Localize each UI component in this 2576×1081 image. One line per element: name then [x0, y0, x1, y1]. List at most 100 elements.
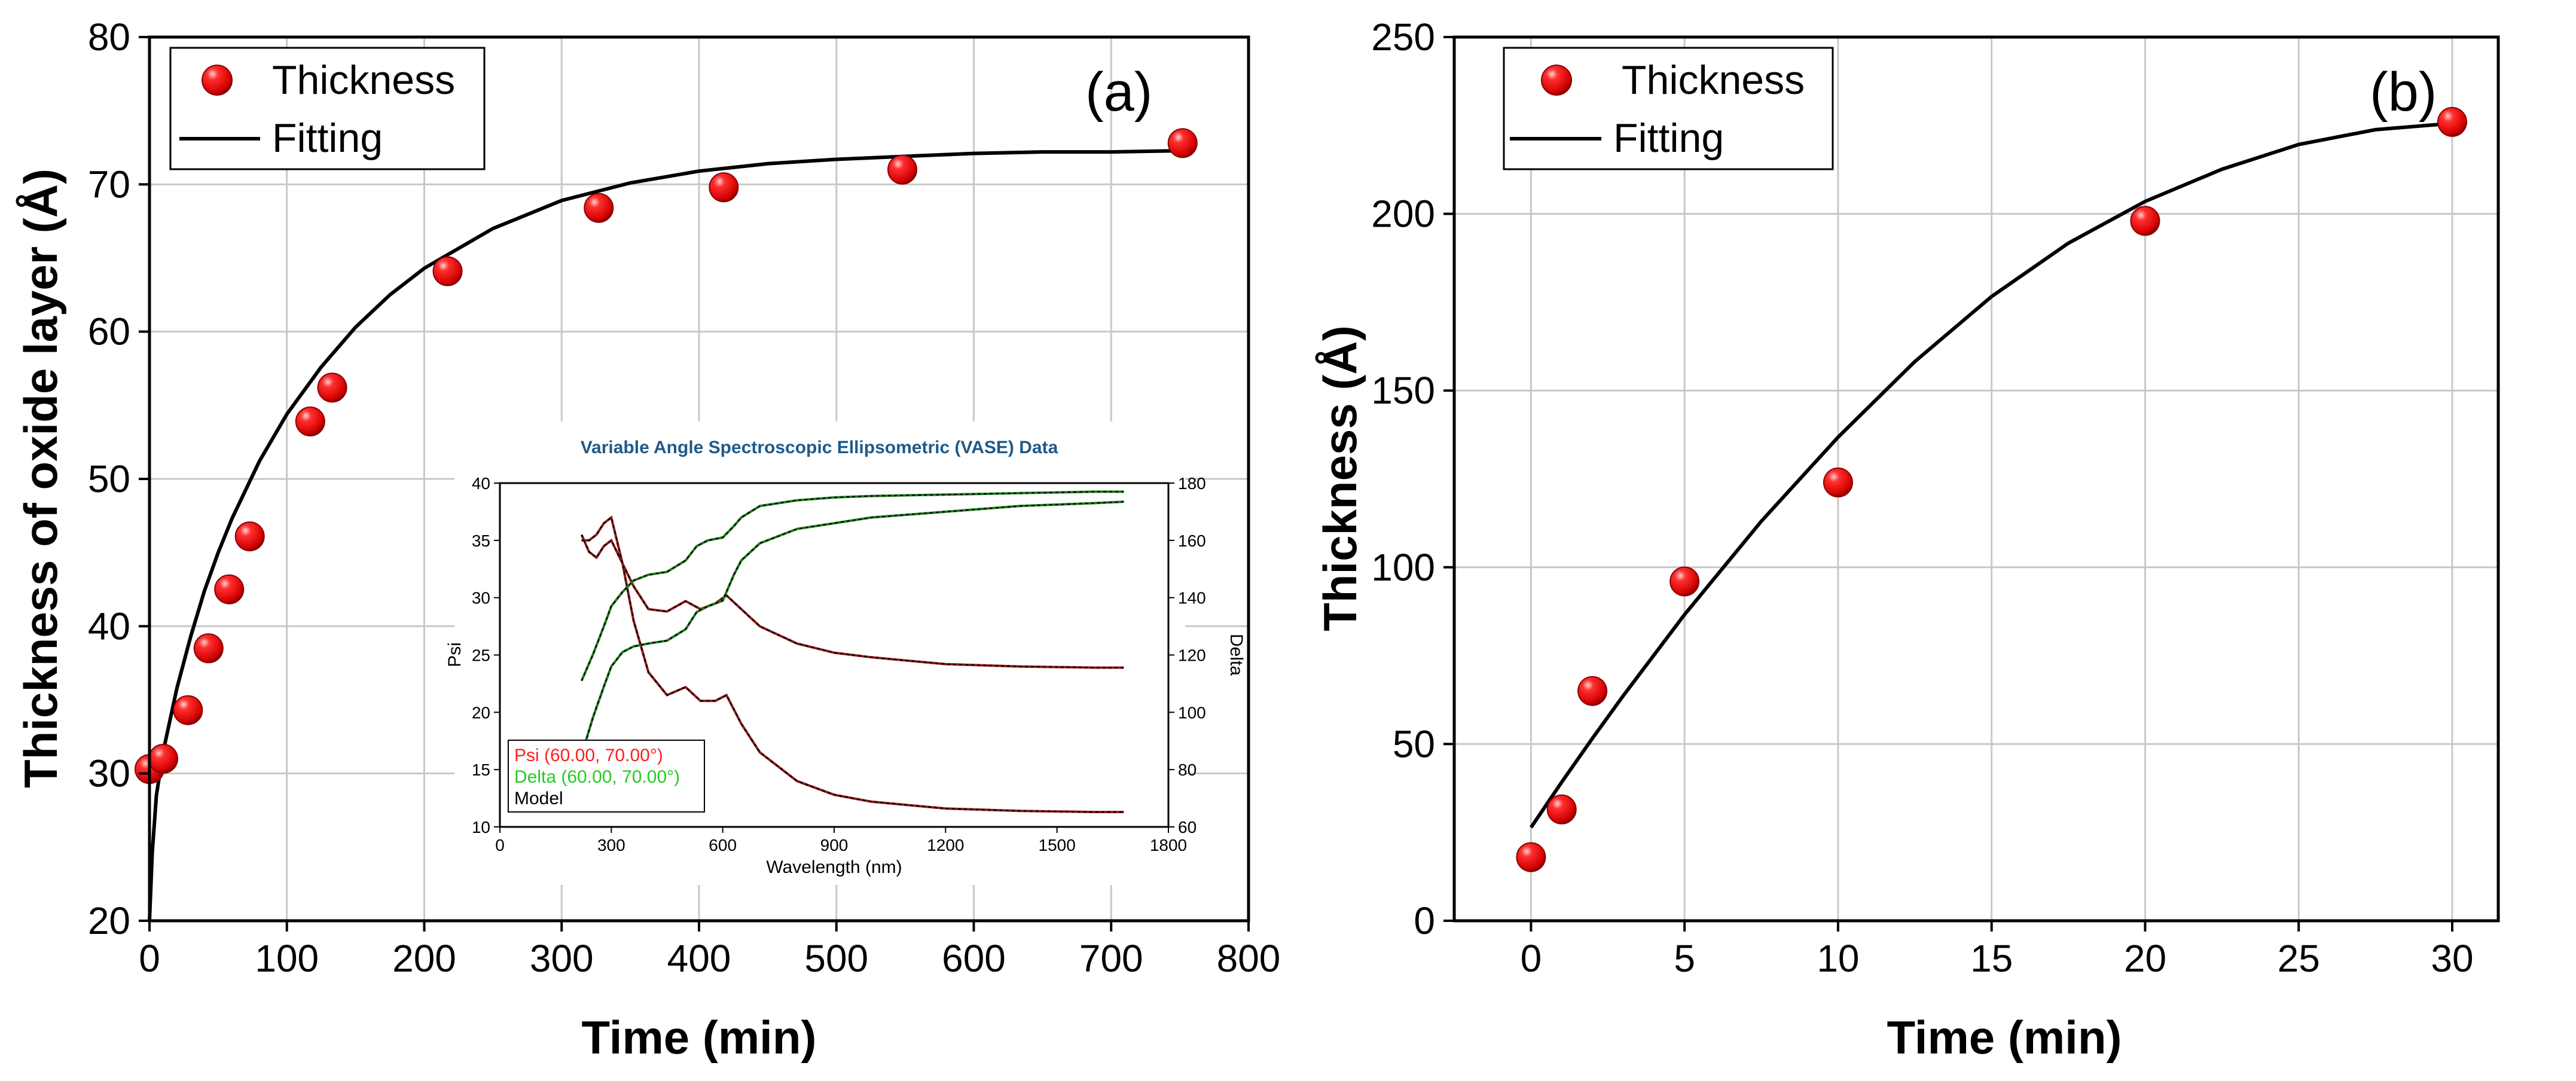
x-tick-label: 0 — [139, 937, 160, 980]
panel-b-x-axis-label: Time (min) — [1887, 1011, 2122, 1064]
x-tick-label: 800 — [1217, 937, 1281, 980]
x-tick-label: 300 — [530, 937, 594, 980]
y-tick-label: 40 — [88, 604, 130, 648]
inset-legend-delta: Delta (60.00, 70.00°) — [514, 767, 680, 787]
inset-y-tick-label-left: 10 — [472, 818, 490, 836]
panel-b-legend: Thickness Fitting — [1503, 47, 1834, 170]
y-tick-label: 100 — [1371, 546, 1435, 589]
fitting-line — [1529, 121, 2453, 829]
x-tick-label: 0 — [1521, 937, 1542, 980]
inset-ticks: 0 300 600 900 1200 1500 1800 10 15 20 25 30 35 40 60 80… — [472, 474, 1206, 854]
x-tick-label: 15 — [1970, 937, 2013, 980]
data-point — [1823, 467, 1853, 497]
data-point — [584, 193, 614, 223]
y-tick-label: 0 — [1414, 899, 1435, 942]
panel-b-fitting-curve — [1529, 121, 2453, 829]
inset-y-tick-label-right: 100 — [1178, 703, 1206, 722]
inset-x-tick-label: 1500 — [1039, 836, 1076, 854]
inset-x-tick-label: 600 — [709, 836, 737, 854]
inset-x-tick-label: 1800 — [1150, 836, 1187, 854]
data-point — [432, 256, 463, 286]
data-point — [1546, 794, 1577, 825]
inset-title: Variable Angle Spectroscopic Ellipsometr… — [581, 438, 1058, 457]
panel-b-y-axis-label: Thickness (Å) — [1314, 325, 1366, 631]
inset-x-axis-label: Wavelength (nm) — [766, 857, 902, 877]
inset-y-tick-label-left: 15 — [472, 761, 490, 779]
x-tick-label: 25 — [2278, 937, 2320, 980]
inset-y-axis-label-left: Psi — [445, 642, 465, 667]
data-point — [1577, 676, 1608, 706]
x-tick-label: 20 — [2124, 937, 2166, 980]
inset-model-line — [581, 501, 1124, 756]
y-tick-label: 60 — [88, 310, 130, 353]
panel-a-legend: Thickness Fitting — [169, 47, 486, 170]
inset-legend-model: Model — [514, 789, 563, 808]
legend-marker-icon — [202, 65, 233, 96]
inset-y-tick-label-right: 60 — [1178, 818, 1197, 836]
data-point — [317, 372, 347, 403]
inset-y-tick-label-right: 180 — [1178, 474, 1206, 493]
data-point — [295, 406, 325, 436]
panel-b-frame — [1452, 35, 2500, 923]
inset-y-axis-label-right: Delta — [1226, 634, 1246, 676]
legend-item-thickness: Thickness — [1622, 57, 1805, 103]
data-point — [214, 574, 245, 604]
panel-b-ticks: 0 5 10 15 20 25 30 0 50 100 150 200 250 — [1371, 16, 2473, 980]
data-point — [1516, 842, 1546, 872]
y-tick-label: 80 — [88, 16, 130, 59]
inset-x-tick-label: 300 — [597, 836, 625, 854]
y-tick-label: 30 — [88, 752, 130, 795]
panel-b-markers — [1516, 106, 2467, 872]
x-tick-label: 30 — [2431, 937, 2473, 980]
data-point — [173, 695, 203, 725]
y-tick-label: 50 — [88, 457, 130, 500]
panel-a-ticks: 0 100 200 300 400 500 600 700 800 20 30 40 50 60 70 80 — [88, 16, 1281, 980]
legend-item-thickness: Thickness — [272, 57, 455, 103]
data-point — [2130, 206, 2160, 236]
x-tick-label: 200 — [392, 937, 456, 980]
vase-inset-chart: Variable Angle Spectroscopic Ellipsometr… — [445, 422, 1246, 885]
data-point — [2437, 106, 2467, 137]
x-tick-label: 10 — [1817, 937, 1859, 980]
y-tick-label: 20 — [88, 899, 130, 942]
legend-item-fitting: Fitting — [1613, 115, 1724, 161]
y-tick-label: 50 — [1393, 722, 1435, 765]
inset-model-line — [581, 491, 1124, 681]
inset-y-tick-label-left: 30 — [472, 589, 490, 607]
inset-legend-psi: Psi (60.00, 70.00°) — [514, 746, 663, 765]
x-tick-label: 500 — [804, 937, 868, 980]
panel-a-y-axis-label: Thickness of oxide layer (Å) — [14, 169, 67, 788]
inset-y-tick-label-right: 80 — [1178, 761, 1197, 779]
data-point — [887, 154, 918, 185]
inset-y-tick-label-right: 140 — [1178, 589, 1206, 607]
inset-x-tick-label: 900 — [820, 836, 849, 854]
data-point — [709, 172, 739, 203]
x-tick-label: 5 — [1674, 937, 1695, 980]
panel-b-label: (b) — [2370, 62, 2437, 123]
inset-x-tick-label: 1200 — [927, 836, 964, 854]
panel-a-markers — [135, 128, 1198, 784]
data-point — [1167, 128, 1198, 158]
data-point — [193, 633, 224, 664]
data-point — [148, 744, 178, 774]
legend-marker-icon — [1541, 65, 1572, 96]
fitting-line — [148, 148, 1194, 921]
inset-y-tick-label-left: 40 — [472, 474, 490, 493]
x-tick-label: 700 — [1079, 937, 1143, 980]
inset-y-tick-label-right: 160 — [1178, 532, 1206, 550]
x-tick-label: 400 — [667, 937, 731, 980]
y-tick-label: 70 — [88, 163, 130, 206]
data-point — [1669, 566, 1700, 597]
inset-model-line — [581, 516, 1124, 813]
panel-a: 0 100 200 300 400 500 600 700 80020304050607080 … — [14, 16, 1280, 1064]
x-tick-label: 100 — [255, 937, 319, 980]
legend-item-fitting: Fitting — [272, 115, 383, 161]
data-point — [234, 521, 265, 552]
panel-b: 0 5 10 15 20 25 30 0 50 100 150 200 250 (b) Time (mi… — [1314, 16, 2500, 1064]
inset-y-tick-label-left: 25 — [472, 646, 490, 665]
panel-b-grid — [1454, 36, 2498, 922]
panel-a-label: (a) — [1085, 62, 1152, 123]
inset-y-tick-label-right: 120 — [1178, 646, 1206, 665]
panel-a-x-axis-label: Time (min) — [582, 1011, 817, 1064]
